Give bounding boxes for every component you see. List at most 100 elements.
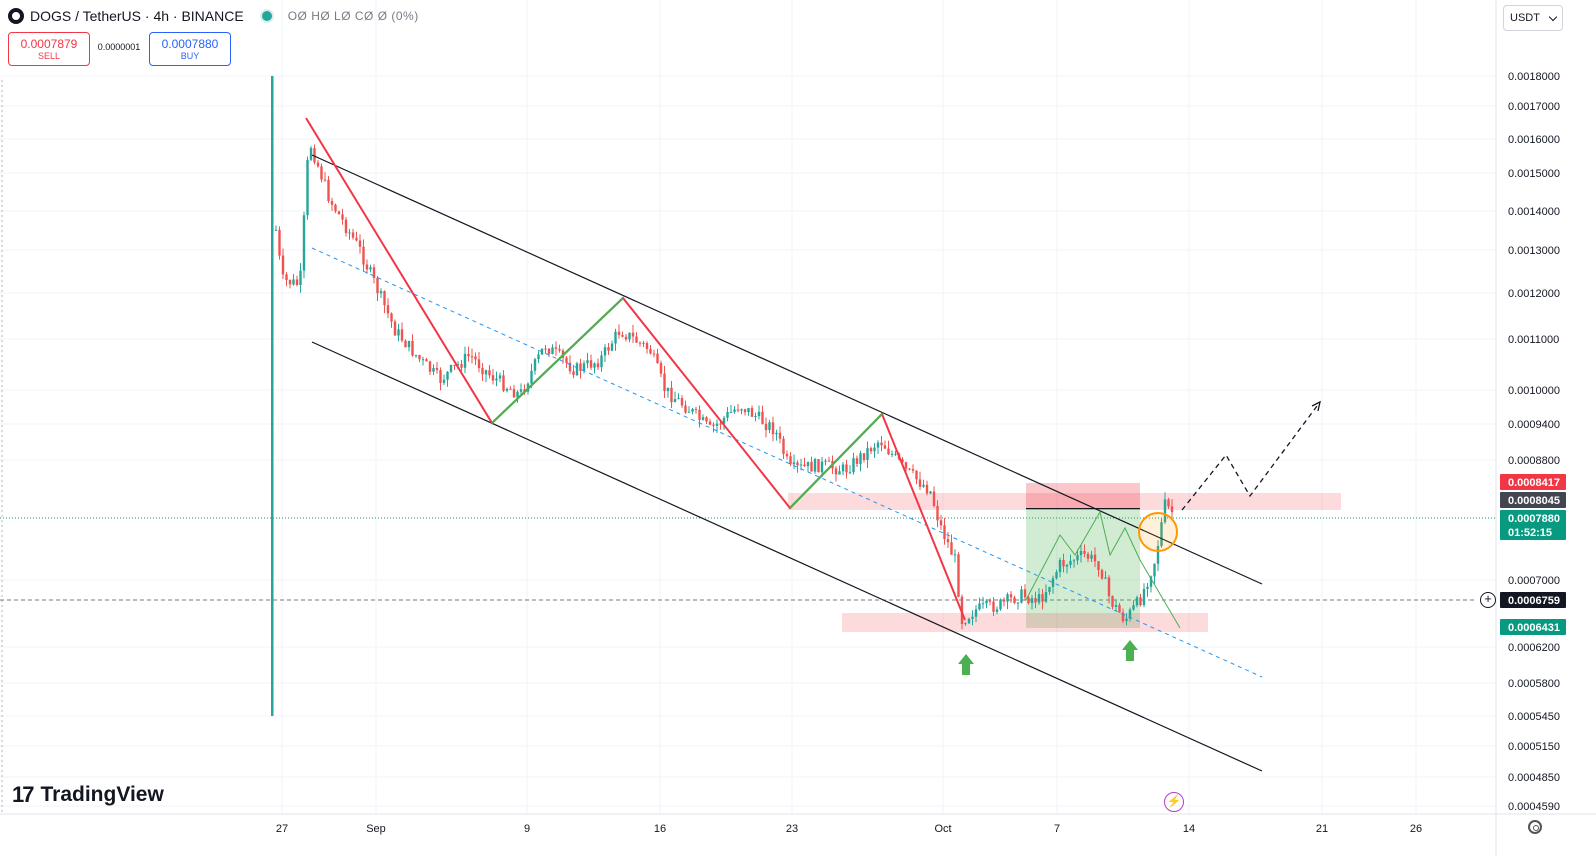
candle-body	[516, 391, 519, 398]
candle-body	[750, 408, 754, 417]
candle-body	[593, 363, 596, 368]
candle-body	[502, 375, 505, 391]
candle-body	[1146, 586, 1149, 589]
price-axis-badge-text: 0.0007880	[1508, 513, 1560, 525]
candle-body	[957, 554, 960, 597]
ohlc-values: OØ HØ LØ CØ Ø (0%)	[287, 9, 419, 23]
price-axis-badge	[1500, 510, 1566, 526]
price-axis-badge	[1500, 474, 1566, 490]
price-tick-label: 0.0017000	[1508, 101, 1560, 113]
candle-body	[1023, 589, 1027, 598]
candle-body	[862, 453, 866, 461]
symbol-title[interactable]: DOGS / TetherUS · 4h · BINANCE	[30, 8, 244, 24]
candle-body	[684, 405, 687, 413]
candle-body	[817, 459, 820, 473]
candle-body	[1128, 609, 1132, 619]
price-tick-label: 0.0005800	[1508, 678, 1560, 690]
candle-body	[642, 342, 645, 344]
candle-body	[799, 464, 803, 466]
tradingview-logo[interactable]: 17 TradingView	[12, 782, 164, 808]
price-tick-label: 0.0012000	[1508, 288, 1560, 300]
candle-body	[1006, 594, 1009, 602]
candle-body	[950, 542, 953, 555]
lightning-icon[interactable]: ⚡	[1164, 792, 1184, 812]
candle-body	[806, 461, 810, 467]
candle-body	[722, 417, 726, 424]
time-tick-label: 21	[1316, 823, 1328, 835]
candle-body	[995, 609, 999, 612]
candle-body	[1062, 559, 1065, 567]
candle-body	[393, 321, 397, 336]
position-entry-line	[1026, 508, 1140, 510]
buy-button[interactable]: 0.0007880 BUY	[149, 32, 231, 66]
candle-body	[568, 362, 572, 372]
candle-body	[1034, 598, 1037, 603]
candle-body	[285, 274, 288, 281]
candle-body	[1065, 564, 1069, 567]
candle-body	[1163, 499, 1167, 523]
price-axis-badge	[1500, 492, 1566, 508]
candle-body	[656, 353, 659, 364]
candle-body	[316, 162, 320, 167]
candle-body	[460, 364, 463, 368]
tradingview-mark-icon: 17	[12, 782, 35, 807]
candle-body	[628, 332, 631, 340]
candle-body	[691, 408, 694, 412]
candle-body	[859, 453, 862, 464]
candle-body	[1093, 554, 1097, 562]
candle-body	[715, 423, 719, 426]
sell-button[interactable]: 0.0007879 SELL	[8, 32, 90, 66]
candle-body	[932, 491, 936, 506]
candle-body	[544, 348, 547, 350]
candle-body	[999, 599, 1002, 610]
candle-body	[533, 359, 537, 371]
candle-body	[453, 364, 456, 366]
candle-body	[1086, 553, 1090, 559]
candle-body	[491, 375, 495, 381]
candle-body	[1097, 561, 1100, 571]
candle-body	[467, 353, 470, 357]
candle-body	[988, 600, 992, 602]
candle-body	[449, 364, 453, 372]
candle-body	[397, 329, 400, 336]
time-tick-label: 7	[1054, 823, 1060, 835]
candle-body	[855, 458, 859, 464]
candle-body	[309, 148, 313, 160]
candle-body	[400, 329, 404, 341]
candle-body	[852, 458, 855, 473]
candle-body	[1016, 602, 1020, 604]
price-tick-label: 0.0015000	[1508, 168, 1560, 180]
candle-body	[425, 359, 428, 362]
candle-body	[509, 388, 512, 390]
candle-body	[624, 336, 628, 340]
candle-body	[530, 370, 533, 384]
candle-body	[1069, 560, 1072, 565]
candle-body	[614, 331, 617, 344]
candle-body	[1114, 605, 1118, 607]
candle-body	[677, 398, 680, 400]
price-axis-badge	[1500, 619, 1566, 635]
symbol-header[interactable]: DOGS / TetherUS · 4h · BINANCE OØ HØ LØ …	[8, 6, 419, 26]
add-alert-plus-icon[interactable]: +	[1480, 592, 1496, 608]
candle-body	[1051, 578, 1055, 587]
candle-body	[446, 371, 449, 380]
candle-body	[729, 411, 733, 413]
time-tick-label: 14	[1183, 823, 1195, 835]
sell-label: SELL	[37, 50, 61, 61]
candle-body	[537, 354, 540, 360]
currency-select[interactable]: USDT	[1503, 5, 1563, 31]
candle-body	[379, 291, 383, 294]
settings-gear-icon[interactable]	[1528, 820, 1542, 834]
brand-name: TradingView	[40, 783, 164, 806]
candle-body	[845, 464, 848, 473]
candle-body	[740, 409, 743, 411]
candle-body	[1125, 618, 1128, 622]
candle-body	[792, 462, 796, 465]
candle-body	[435, 368, 439, 371]
candle-body	[1055, 572, 1058, 579]
candle-body	[953, 554, 957, 556]
candle-body	[348, 232, 351, 234]
candle-body	[666, 387, 670, 392]
candle-body	[638, 342, 642, 344]
